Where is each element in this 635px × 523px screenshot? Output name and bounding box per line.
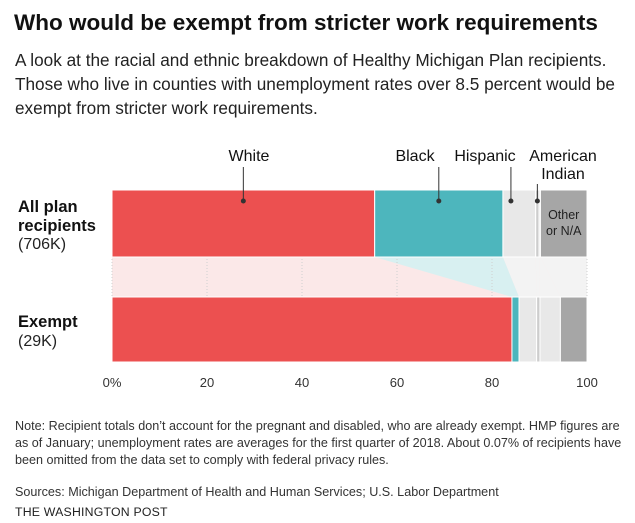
bar-segment <box>502 189 537 258</box>
connector-wedge <box>502 257 537 297</box>
row-label: recipients <box>18 217 96 235</box>
callout-dot <box>436 198 442 204</box>
row-label: Exempt <box>18 313 78 331</box>
callout-dot <box>534 198 540 204</box>
bar-segment <box>539 296 561 363</box>
bar-segment <box>518 296 538 363</box>
chart-subtitle: A look at the racial and ethnic breakdow… <box>15 50 615 118</box>
row-count-label: (706K) <box>18 236 66 253</box>
row-label: All plan <box>18 198 78 216</box>
x-tick-label: 100 <box>576 375 598 390</box>
x-tick-label: 60 <box>390 375 404 390</box>
chart-sources: Sources: Michigan Department of Health a… <box>15 485 499 499</box>
series-callout-label: Black <box>395 148 435 165</box>
x-tick-label: 80 <box>485 375 499 390</box>
chart-note: Note: Recipient totals don’t account for… <box>15 419 622 467</box>
publisher-credit: THE WASHINGTON POST <box>15 505 168 519</box>
inbar-label: Other <box>548 208 579 222</box>
connector-wedge <box>540 257 587 297</box>
series-callout-label: American <box>529 148 597 165</box>
callout-dot <box>508 198 514 204</box>
series-callout-label: Indian <box>541 166 585 183</box>
callout-dot <box>240 198 246 204</box>
bar-segment <box>111 296 513 363</box>
row-count-label: (29K) <box>18 333 57 350</box>
x-tick-label: 40 <box>295 375 309 390</box>
series-callout-label: Hispanic <box>454 148 515 165</box>
x-tick-label: 20 <box>200 375 214 390</box>
bar-segment <box>511 296 520 363</box>
connector-wedge <box>374 257 520 297</box>
x-tick-label: 0% <box>103 375 122 390</box>
chart-title: Who would be exempt from stricter work r… <box>14 10 598 35</box>
series-callout-label: White <box>229 148 270 165</box>
connector-wedge <box>535 257 540 297</box>
inbar-label: or N/A <box>546 224 582 238</box>
bar-segment <box>539 189 588 258</box>
bar-segment <box>559 296 588 363</box>
connector-wedge <box>539 257 561 297</box>
